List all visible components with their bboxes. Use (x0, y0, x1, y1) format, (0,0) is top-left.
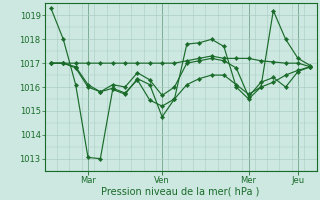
X-axis label: Pression niveau de la mer( hPa ): Pression niveau de la mer( hPa ) (101, 187, 260, 197)
